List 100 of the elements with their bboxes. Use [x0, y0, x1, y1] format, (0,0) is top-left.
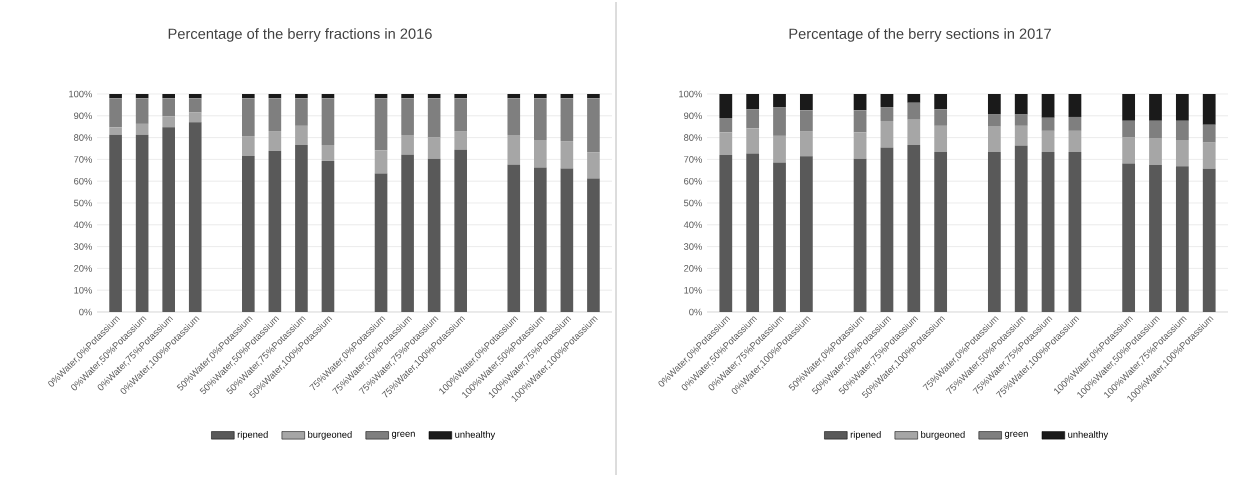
bar — [907, 102, 921, 120]
legend-label: burgeoned — [308, 430, 352, 440]
y-tick-label: 100% — [679, 90, 702, 98]
bar — [773, 135, 786, 163]
y-tick-label: 10% — [74, 286, 92, 294]
bar — [135, 123, 149, 135]
y-tick-label: 30% — [73, 243, 92, 250]
y-tick-label: 10% — [684, 286, 702, 294]
bar — [746, 128, 760, 154]
chart-title: Percentage of the berry fractions in 2016 — [168, 28, 432, 42]
bar — [188, 98, 202, 113]
bar — [587, 178, 600, 312]
bar — [719, 117, 733, 133]
bar — [1068, 93, 1082, 117]
bar — [880, 93, 894, 108]
bar — [560, 141, 574, 169]
y-tick-label: 20% — [74, 265, 92, 272]
legend-label: ripened — [237, 430, 268, 440]
y-tick-label: 60% — [74, 177, 92, 185]
bar — [1202, 124, 1216, 143]
bar — [162, 116, 175, 128]
bar — [374, 98, 388, 151]
bar — [1014, 145, 1028, 312]
bar — [853, 158, 867, 312]
bar — [560, 98, 574, 142]
bar — [454, 98, 467, 132]
bar — [907, 93, 921, 103]
bar — [746, 109, 760, 129]
y-tick-label: 50% — [683, 199, 702, 207]
bar — [987, 126, 1001, 152]
bar — [295, 145, 308, 312]
bar — [427, 158, 441, 312]
bar — [188, 93, 202, 99]
bar — [934, 109, 948, 126]
bar — [1068, 130, 1082, 152]
bar — [534, 139, 547, 168]
bar — [587, 93, 600, 99]
bar — [853, 110, 867, 133]
bar — [1122, 163, 1136, 312]
bar — [1175, 139, 1189, 167]
y-tick-label: 20% — [684, 265, 702, 272]
bar — [534, 98, 547, 140]
bar — [1014, 125, 1028, 146]
bar — [1175, 166, 1189, 312]
bar — [1014, 114, 1028, 126]
bar — [853, 132, 867, 159]
bar — [401, 134, 414, 155]
bar — [560, 168, 574, 312]
bar — [1041, 151, 1055, 312]
y-tick-label: 70% — [74, 156, 92, 163]
y-tick-label: 100% — [69, 90, 92, 98]
legend-label: ripened — [850, 430, 881, 440]
bar — [1202, 168, 1216, 312]
bar — [853, 93, 867, 111]
bar — [242, 93, 255, 99]
bar — [321, 145, 335, 161]
bar — [454, 149, 467, 312]
bar — [1122, 120, 1136, 138]
bar — [987, 151, 1001, 312]
bar — [454, 131, 467, 150]
bar — [1149, 120, 1162, 139]
chart-title: Percentage of the berry sections in 2017 — [789, 28, 1051, 42]
bar — [401, 154, 414, 312]
bar — [321, 98, 335, 145]
bar — [268, 131, 282, 151]
bar — [773, 107, 786, 136]
bar — [374, 173, 388, 312]
bar — [587, 152, 600, 179]
bar — [773, 93, 786, 108]
bar — [799, 110, 813, 132]
bar — [799, 93, 813, 111]
bar — [1202, 142, 1216, 169]
bar — [1122, 137, 1136, 164]
bar — [1041, 117, 1055, 131]
bar — [799, 131, 813, 157]
bar — [374, 150, 388, 174]
bar — [135, 98, 149, 124]
bar — [746, 153, 760, 312]
bar — [934, 151, 948, 312]
y-tick-label: 40% — [73, 221, 92, 229]
bar — [534, 93, 547, 99]
bar — [162, 127, 175, 312]
y-tick-label: 90% — [684, 112, 702, 120]
bar — [1068, 116, 1082, 131]
y-tick-label: 70% — [684, 156, 702, 163]
bar — [1149, 165, 1162, 312]
bar — [987, 93, 1001, 115]
bar — [427, 98, 441, 138]
legend-label: unhealthy — [455, 430, 496, 440]
y-tick-label: 50% — [74, 199, 92, 207]
bar — [880, 121, 894, 148]
bar — [719, 93, 733, 118]
bar — [109, 127, 122, 135]
bar — [507, 93, 521, 99]
bar — [1149, 138, 1162, 166]
bar — [799, 156, 813, 312]
y-tick-label: 80% — [684, 134, 702, 141]
bar — [1041, 130, 1055, 152]
bar — [109, 134, 122, 312]
legend-label: unhealthy — [1068, 430, 1109, 440]
